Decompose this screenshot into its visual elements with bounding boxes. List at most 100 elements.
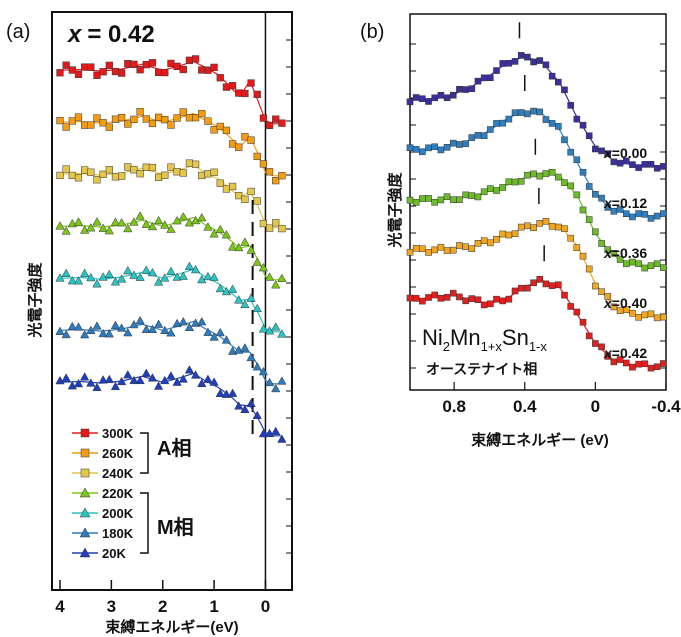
data-point-260K bbox=[136, 108, 144, 116]
data-point-x=0.40 bbox=[449, 246, 457, 254]
data-point-200K bbox=[246, 293, 256, 302]
data-point-300K bbox=[167, 59, 175, 68]
data-point-240K bbox=[81, 166, 89, 174]
data-point-x=0.42 bbox=[536, 276, 544, 283]
legend-label-180K: 180K bbox=[102, 526, 134, 541]
data-point-180K bbox=[209, 332, 219, 341]
data-point-200K bbox=[67, 275, 77, 285]
data-point-180K bbox=[178, 316, 188, 326]
data-point-220K bbox=[160, 220, 170, 229]
data-point-180K bbox=[234, 345, 244, 354]
data-point-300K bbox=[74, 70, 83, 78]
data-point-x=0.36 bbox=[653, 260, 661, 268]
data-point-200K bbox=[110, 277, 121, 286]
data-point-180K bbox=[258, 366, 269, 376]
data-point-240K bbox=[265, 224, 274, 232]
data-point-260K bbox=[118, 113, 126, 122]
panel-b-series bbox=[406, 22, 667, 372]
data-point-220K bbox=[234, 242, 244, 252]
data-point-260K bbox=[130, 115, 138, 123]
data-point-x=0.00 bbox=[585, 132, 593, 140]
data-point-200K bbox=[86, 272, 96, 282]
data-point-x=0.12 bbox=[660, 210, 667, 217]
legend-marker-20K bbox=[79, 547, 91, 558]
data-point-260K bbox=[235, 143, 243, 151]
data-point-180K bbox=[271, 383, 281, 393]
data-point-260K bbox=[56, 116, 64, 125]
data-point-200K bbox=[92, 279, 102, 288]
data-point-x=0.00 bbox=[629, 161, 636, 168]
data-point-x=0.42 bbox=[641, 360, 649, 368]
data-point-x=0.42 bbox=[437, 295, 445, 302]
legend-label-260K: 260K bbox=[102, 446, 134, 461]
data-point-x=0.12 bbox=[437, 146, 445, 154]
data-point-220K bbox=[197, 212, 207, 222]
data-point-200K bbox=[73, 276, 84, 285]
data-point-300K bbox=[198, 66, 206, 74]
data-point-20K bbox=[227, 388, 238, 397]
data-point-200K bbox=[135, 272, 145, 281]
data-point-x=0.00 bbox=[530, 58, 537, 66]
data-point-180K bbox=[73, 322, 84, 331]
series-line-20K bbox=[59, 372, 281, 437]
data-point-x=0.40 bbox=[585, 265, 593, 273]
data-point-300K bbox=[161, 68, 169, 77]
data-point-260K bbox=[204, 117, 212, 125]
data-point-220K bbox=[227, 242, 238, 251]
data-point-x=0.36 bbox=[437, 196, 445, 204]
panel-a: (a) x = 0.42 光電子強度 束縛エネルギー(eV) 4 3 2 1 0 A相 M… bbox=[6, 11, 293, 636]
data-point-260K bbox=[173, 114, 181, 122]
data-point-20K bbox=[98, 375, 108, 384]
legend-marker-220K bbox=[79, 487, 91, 498]
data-point-x=0.00 bbox=[412, 94, 420, 101]
data-point-20K bbox=[166, 371, 176, 380]
data-point-x=0.36 bbox=[561, 179, 568, 186]
data-point-220K bbox=[104, 225, 114, 235]
data-point-x=0.12 bbox=[419, 148, 426, 156]
data-point-240K bbox=[179, 169, 187, 177]
data-point-x=0.40 bbox=[499, 230, 506, 238]
data-point-x=0.40 bbox=[480, 237, 488, 245]
data-point-240K bbox=[210, 168, 218, 176]
data-point-20K bbox=[80, 372, 90, 381]
data-point-20K bbox=[61, 373, 71, 382]
panel-a-xtick-label: 2 bbox=[158, 597, 167, 616]
panel-a-legend: A相 M相 300K 260K 240K 220K 200K 180K 20K bbox=[72, 426, 194, 561]
data-point-300K bbox=[235, 89, 243, 97]
data-point-x=0.40 bbox=[524, 222, 531, 230]
data-point-220K bbox=[92, 217, 102, 226]
data-point-20K bbox=[129, 375, 139, 385]
data-point-220K bbox=[203, 222, 213, 231]
data-point-x=0.42 bbox=[561, 291, 568, 299]
data-point-300K bbox=[62, 61, 70, 69]
data-point-x=0.40 bbox=[542, 218, 550, 225]
panel-b-xticks: 0.8 0.4 0 -0.4 bbox=[410, 43, 681, 416]
data-point-300K bbox=[216, 74, 224, 82]
data-point-x=0.12 bbox=[548, 120, 556, 127]
data-point-x=0.42 bbox=[511, 287, 519, 295]
data-point-x=0.40 bbox=[493, 235, 500, 243]
series-line-180K bbox=[59, 320, 281, 385]
data-point-220K bbox=[147, 221, 158, 231]
panel-b-xtick-label: 0 bbox=[591, 397, 600, 416]
data-point-20K bbox=[190, 370, 201, 379]
panel-a-xticks: 4 3 2 1 0 bbox=[55, 12, 292, 616]
data-point-300K bbox=[68, 66, 76, 74]
data-point-x=0.12 bbox=[443, 144, 451, 151]
data-point-x=0.42 bbox=[524, 284, 531, 292]
data-point-x=0.40 bbox=[536, 220, 544, 227]
data-point-200K bbox=[252, 303, 262, 313]
data-point-x=0.36 bbox=[474, 193, 482, 201]
data-point-300K bbox=[87, 63, 95, 71]
data-point-x=0.42 bbox=[635, 360, 642, 368]
data-point-180K bbox=[117, 323, 127, 332]
data-point-20K bbox=[184, 365, 195, 374]
data-point-x=0.40 bbox=[592, 282, 599, 290]
data-point-x=0.42 bbox=[412, 295, 420, 302]
data-point-300K bbox=[185, 56, 194, 64]
data-point-220K bbox=[61, 226, 71, 235]
data-point-x=0.42 bbox=[573, 308, 581, 316]
data-point-x=0.00 bbox=[468, 85, 476, 93]
data-point-x=0.36 bbox=[573, 191, 581, 199]
